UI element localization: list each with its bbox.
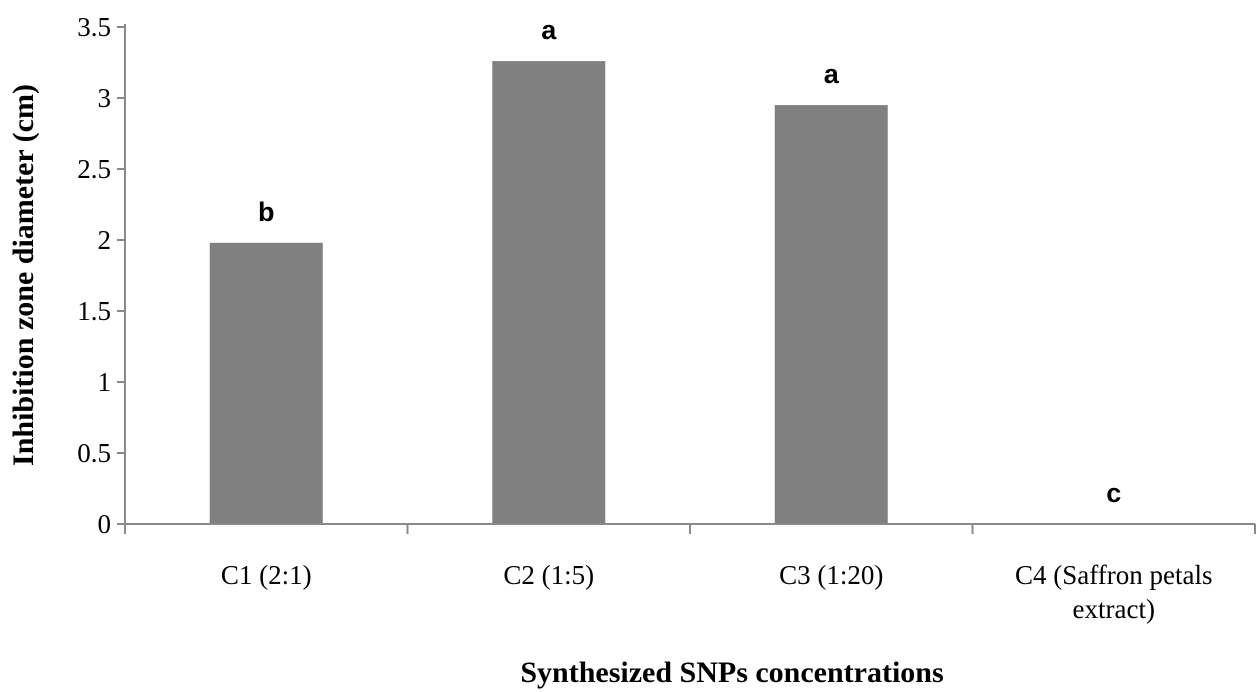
x-tick-label: C1 (2:1) [221,560,312,590]
x-tick-label-line: C1 (2:1) [221,560,312,590]
y-axis-title: Inhibition zone diameter (cm) [7,84,40,466]
bar [774,105,888,524]
y-tick-label: 1.5 [77,296,111,326]
y-tick-label: 0.5 [77,438,111,468]
y-tick-label: 3 [98,83,112,113]
plot-area: b a a c 0 0.5 1 1.5 2 2.5 3 3.5 C1 (2:1) C2 (1:5) C3 (… [77,12,1256,624]
x-tick-label-line: C4 (Saffron petals [1015,560,1212,590]
significance-label: b [258,197,275,227]
bar [209,242,323,524]
x-tick-label: C4 (Saffron petals extract) [1015,560,1212,624]
y-tick-label: 1 [98,367,112,397]
x-axis-title: Synthesized SNPs concentrations [520,656,943,689]
y-tick-label: 3.5 [77,12,111,42]
y-tick-label: 2.5 [77,154,111,184]
y-tick-label: 0 [98,509,112,539]
x-tick-label-line: extract) [1073,594,1155,624]
significance-label: c [1106,478,1121,508]
y-tick-label: 2 [98,225,112,255]
significance-label: a [824,59,840,89]
x-tick-label: C3 (1:20) [779,560,883,590]
bar [492,61,606,524]
x-tick-label-line: C3 (1:20) [779,560,883,590]
x-tick-label: C2 (1:5) [503,560,594,590]
x-tick-label-line: C2 (1:5) [503,560,594,590]
significance-label: a [541,15,557,45]
